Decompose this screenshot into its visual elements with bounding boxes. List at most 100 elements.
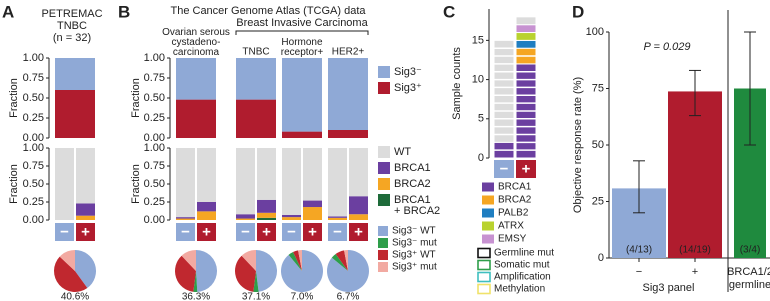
y-tick-label: 0.50 [144, 92, 165, 104]
bar-segment [328, 58, 368, 130]
legend-label: BRCA1 [498, 182, 532, 193]
bar-segment [328, 148, 347, 217]
y-tick-label: 5 [478, 113, 484, 125]
group-box-label: − [60, 223, 69, 240]
bar-segment [282, 214, 301, 218]
bar-segment [282, 217, 301, 220]
y-axis-label: Fraction [130, 78, 142, 118]
legend-swatch [378, 162, 390, 174]
annotation: P = 0.029 [644, 41, 691, 53]
category-label: HER2+ [332, 47, 365, 58]
bar-segment [349, 148, 368, 197]
y-tick-label: 0.75 [144, 72, 165, 84]
legend-label: Sig3⁻ WT [392, 226, 436, 237]
count-label: (14/19) [679, 245, 711, 256]
pie-slice [335, 250, 348, 271]
bar-segment [257, 212, 276, 218]
legend-swatch [477, 259, 491, 271]
group-box [328, 223, 347, 241]
category-label: Hormone receptor+ [281, 37, 324, 58]
legend-label: Sig3⁺ mut [392, 262, 437, 273]
y-tick-label: 0.00 [144, 214, 165, 226]
legend-label: Somatic mut [494, 260, 550, 271]
legend-swatch [482, 234, 494, 244]
bar-segment [282, 148, 301, 215]
count-segment [515, 16, 537, 26]
text-line: BRCA1/2 [727, 266, 770, 278]
text-line: + BRCA2 [394, 205, 440, 217]
legend-label: Sig3⁻ mut [392, 238, 437, 249]
group-box [494, 160, 514, 178]
legend-label: Amplification [494, 272, 551, 283]
pie-slice [344, 250, 348, 271]
group-bracket [235, 30, 369, 35]
bar-segment [55, 58, 95, 90]
group-box-label: + [522, 160, 531, 177]
pie-slice [298, 250, 302, 271]
text-line: germline [729, 279, 770, 291]
pie-slice [75, 250, 96, 288]
pie-slice [241, 250, 256, 271]
bar-segment [55, 90, 95, 138]
bar-segment [303, 200, 322, 208]
pie-label: 7.0% [291, 292, 314, 301]
bar-segment [176, 218, 195, 220]
bar-segment [76, 215, 95, 220]
legend-swatch [482, 182, 494, 192]
legend-swatch [378, 238, 388, 248]
bar-segment [176, 99, 216, 138]
y-tick-label: 0.25 [23, 112, 44, 124]
legend-swatch [378, 66, 390, 78]
bar-segment [282, 131, 322, 138]
x-tick-label: − [636, 266, 642, 278]
legend-swatch [477, 271, 491, 283]
bar-segment [176, 148, 195, 218]
legend-label: Sig3⁺ [394, 82, 422, 94]
y-tick-label: 1.00 [144, 142, 165, 154]
legend-swatch [378, 82, 390, 94]
y-tick-label: 0.25 [144, 112, 165, 124]
bar-segment [257, 217, 276, 220]
pie-slice [59, 250, 75, 271]
pie-label: 37.1% [242, 292, 270, 301]
legend-label: ATRX [498, 221, 524, 232]
group-box [516, 160, 536, 178]
y-tick-label: 0.25 [23, 196, 44, 208]
category-label: TNBC [242, 47, 269, 58]
pie-label: 40.6% [61, 292, 89, 301]
group-box-label: + [202, 223, 211, 240]
bar-segment [197, 148, 216, 202]
legend-swatch [378, 250, 388, 260]
legend-label: BRCA1 + BRCA2 [394, 194, 440, 217]
y-axis-label: Fraction [8, 164, 20, 204]
legend-label: BRCA2 [394, 178, 431, 190]
legend-label: BRCA2 [498, 195, 532, 206]
bar-segment [236, 214, 255, 219]
text-line: BRCA1 [394, 194, 431, 206]
legend-swatch [482, 195, 494, 205]
panel-letter: C [443, 2, 455, 21]
group-box-label: + [81, 223, 90, 240]
bar-segment [257, 199, 276, 213]
legend-swatch [378, 194, 390, 206]
group-box [176, 223, 195, 241]
count-segment [515, 24, 537, 34]
pie-slice [256, 250, 278, 292]
legend-swatch [378, 178, 390, 190]
legend-swatch [477, 247, 491, 259]
category-label: Ovarian serous cystadeno-carcinoma [162, 27, 230, 58]
y-tick-label: 0.50 [144, 178, 165, 190]
pie-slice [331, 254, 348, 271]
bar-segment [236, 99, 276, 138]
group-box [349, 223, 368, 241]
y-tick-label: 0.50 [23, 92, 44, 104]
panel-letter: A [2, 2, 14, 21]
bar-segment [55, 148, 74, 220]
bar-segment [197, 211, 216, 220]
text-line: PETREMAC [41, 8, 102, 20]
y-tick-label: 0.75 [23, 160, 44, 172]
text-line: Ovarian serous [162, 27, 230, 38]
chart-title: PETREMAC TNBC (n = 32) [41, 8, 102, 44]
bar-segment [349, 196, 368, 215]
